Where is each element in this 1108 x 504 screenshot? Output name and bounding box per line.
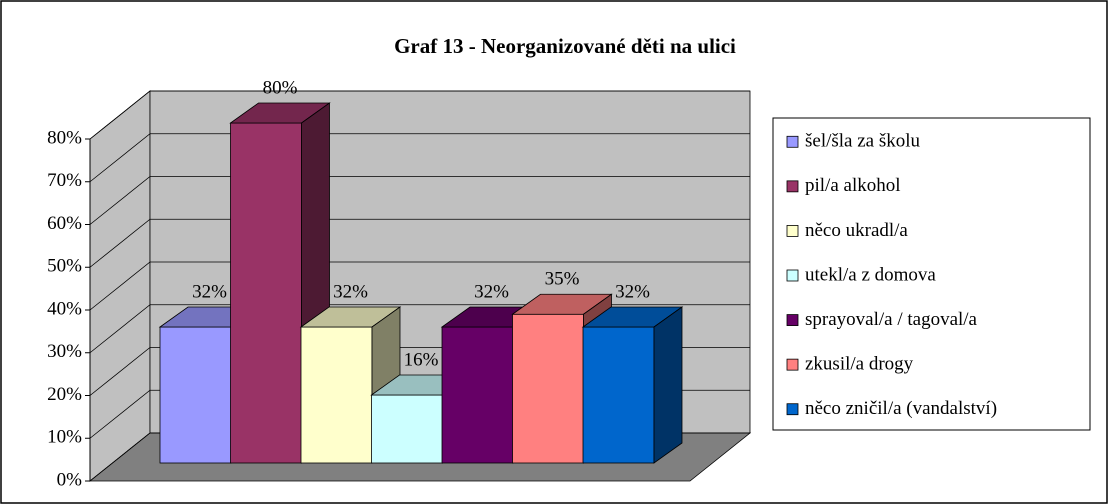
data-label: 80%	[263, 77, 298, 98]
grid-line	[89, 90, 750, 140]
legend-label: sprayoval/a / tagoval/a	[805, 309, 978, 330]
bar	[582, 326, 655, 464]
data-label: 35%	[545, 269, 580, 290]
y-tick-label: 40%	[47, 298, 82, 319]
bar	[441, 326, 514, 464]
bar	[512, 313, 584, 464]
grid-line	[89, 261, 750, 311]
data-label: 16%	[404, 349, 439, 370]
legend-label: utekl/a z domova	[805, 264, 936, 285]
legend-label: zkusil/a drogy	[805, 354, 914, 375]
y-tick-label: 60%	[47, 213, 82, 234]
bar	[159, 326, 232, 464]
data-label: 32%	[192, 281, 227, 302]
legend-label: něco zničil/a (vandalství)	[805, 398, 997, 419]
data-label: 32%	[333, 281, 368, 302]
y-tick-label: 10%	[47, 427, 82, 448]
legend-label: něco ukradl/a	[805, 220, 908, 241]
y-tick-label: 30%	[47, 341, 82, 362]
legend	[772, 117, 1091, 431]
legend-swatch	[786, 403, 799, 416]
legend-label: šel/šla za školu	[805, 131, 921, 152]
legend-swatch	[786, 180, 799, 193]
y-tick-label: 50%	[47, 256, 82, 277]
grid-line	[89, 176, 750, 225]
y-tick-label: 80%	[47, 127, 82, 148]
bar-side	[653, 306, 683, 464]
legend-label: pil/a alkohol	[805, 175, 901, 196]
bar	[371, 394, 443, 464]
grid-line	[89, 218, 750, 268]
chart-title: Graf 13 - Neorganizované děti na ulici	[394, 34, 736, 58]
legend-swatch	[786, 135, 799, 148]
bar	[300, 326, 373, 464]
legend-swatch	[786, 358, 799, 371]
legend-swatch	[786, 314, 799, 326]
y-tick-label: 20%	[47, 384, 82, 405]
y-tick-label: 70%	[47, 170, 82, 191]
legend-swatch	[786, 269, 799, 282]
legend-swatch	[786, 225, 799, 237]
data-label: 32%	[615, 281, 650, 302]
data-label: 32%	[474, 281, 509, 302]
y-tick-label: 0%	[57, 469, 83, 490]
grid-line	[89, 133, 750, 183]
bar	[230, 122, 302, 464]
